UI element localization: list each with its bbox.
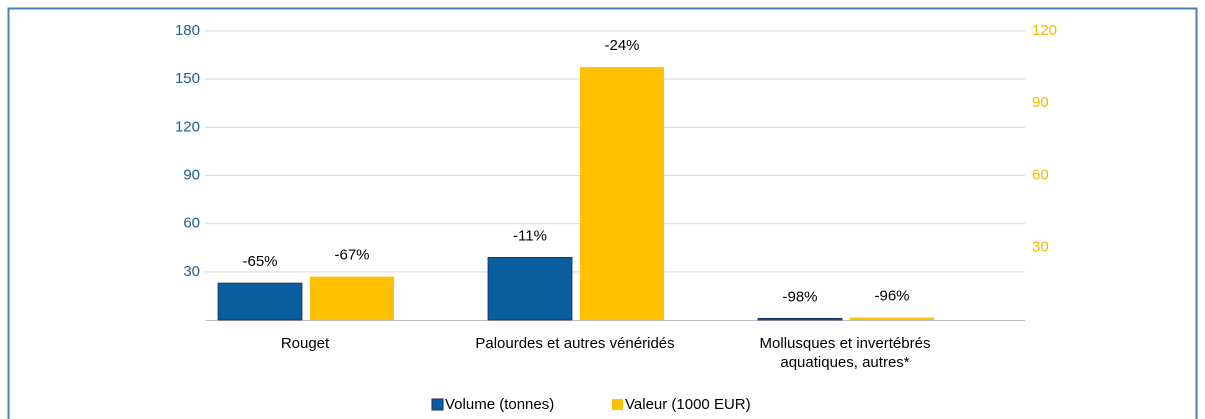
bar xyxy=(217,282,303,321)
bar xyxy=(850,317,934,320)
y-tick-label: 30 xyxy=(183,263,200,280)
y2-tick-label: 30 xyxy=(1032,239,1049,256)
y2-tick-label: 120 xyxy=(1032,22,1057,39)
y-tick-label: 120 xyxy=(175,118,200,135)
bar xyxy=(580,67,664,320)
y2-tick-label: 60 xyxy=(1032,166,1049,183)
x-tick-label: Rouget xyxy=(280,335,330,352)
legend-label: Valeur (1000 EUR) xyxy=(625,396,751,413)
y2-tick-label: 90 xyxy=(1032,94,1049,111)
bar xyxy=(487,256,573,321)
data-label: -98% xyxy=(782,288,817,305)
y-tick-label: 180 xyxy=(175,22,200,39)
legend-swatch xyxy=(431,398,444,411)
bar xyxy=(757,317,843,321)
data-label: -11% xyxy=(513,227,547,244)
y-tick-label: 60 xyxy=(183,215,200,232)
data-label: -96% xyxy=(874,288,909,305)
legend-swatch xyxy=(612,399,623,410)
x-tick-label: Palourdes et autres vénéridés xyxy=(475,335,675,352)
data-label: -24% xyxy=(604,37,639,54)
legend-label: Volume (tonnes) xyxy=(445,396,554,413)
frame xyxy=(7,7,1198,419)
bar xyxy=(310,276,394,320)
data-label: -67% xyxy=(334,247,369,264)
y-tick-label: 90 xyxy=(183,166,200,183)
y-tick-label: 150 xyxy=(175,70,200,87)
data-label: -65% xyxy=(242,253,277,270)
x-tick-label: Mollusques et invertébrés aquatiques, au… xyxy=(759,335,931,371)
